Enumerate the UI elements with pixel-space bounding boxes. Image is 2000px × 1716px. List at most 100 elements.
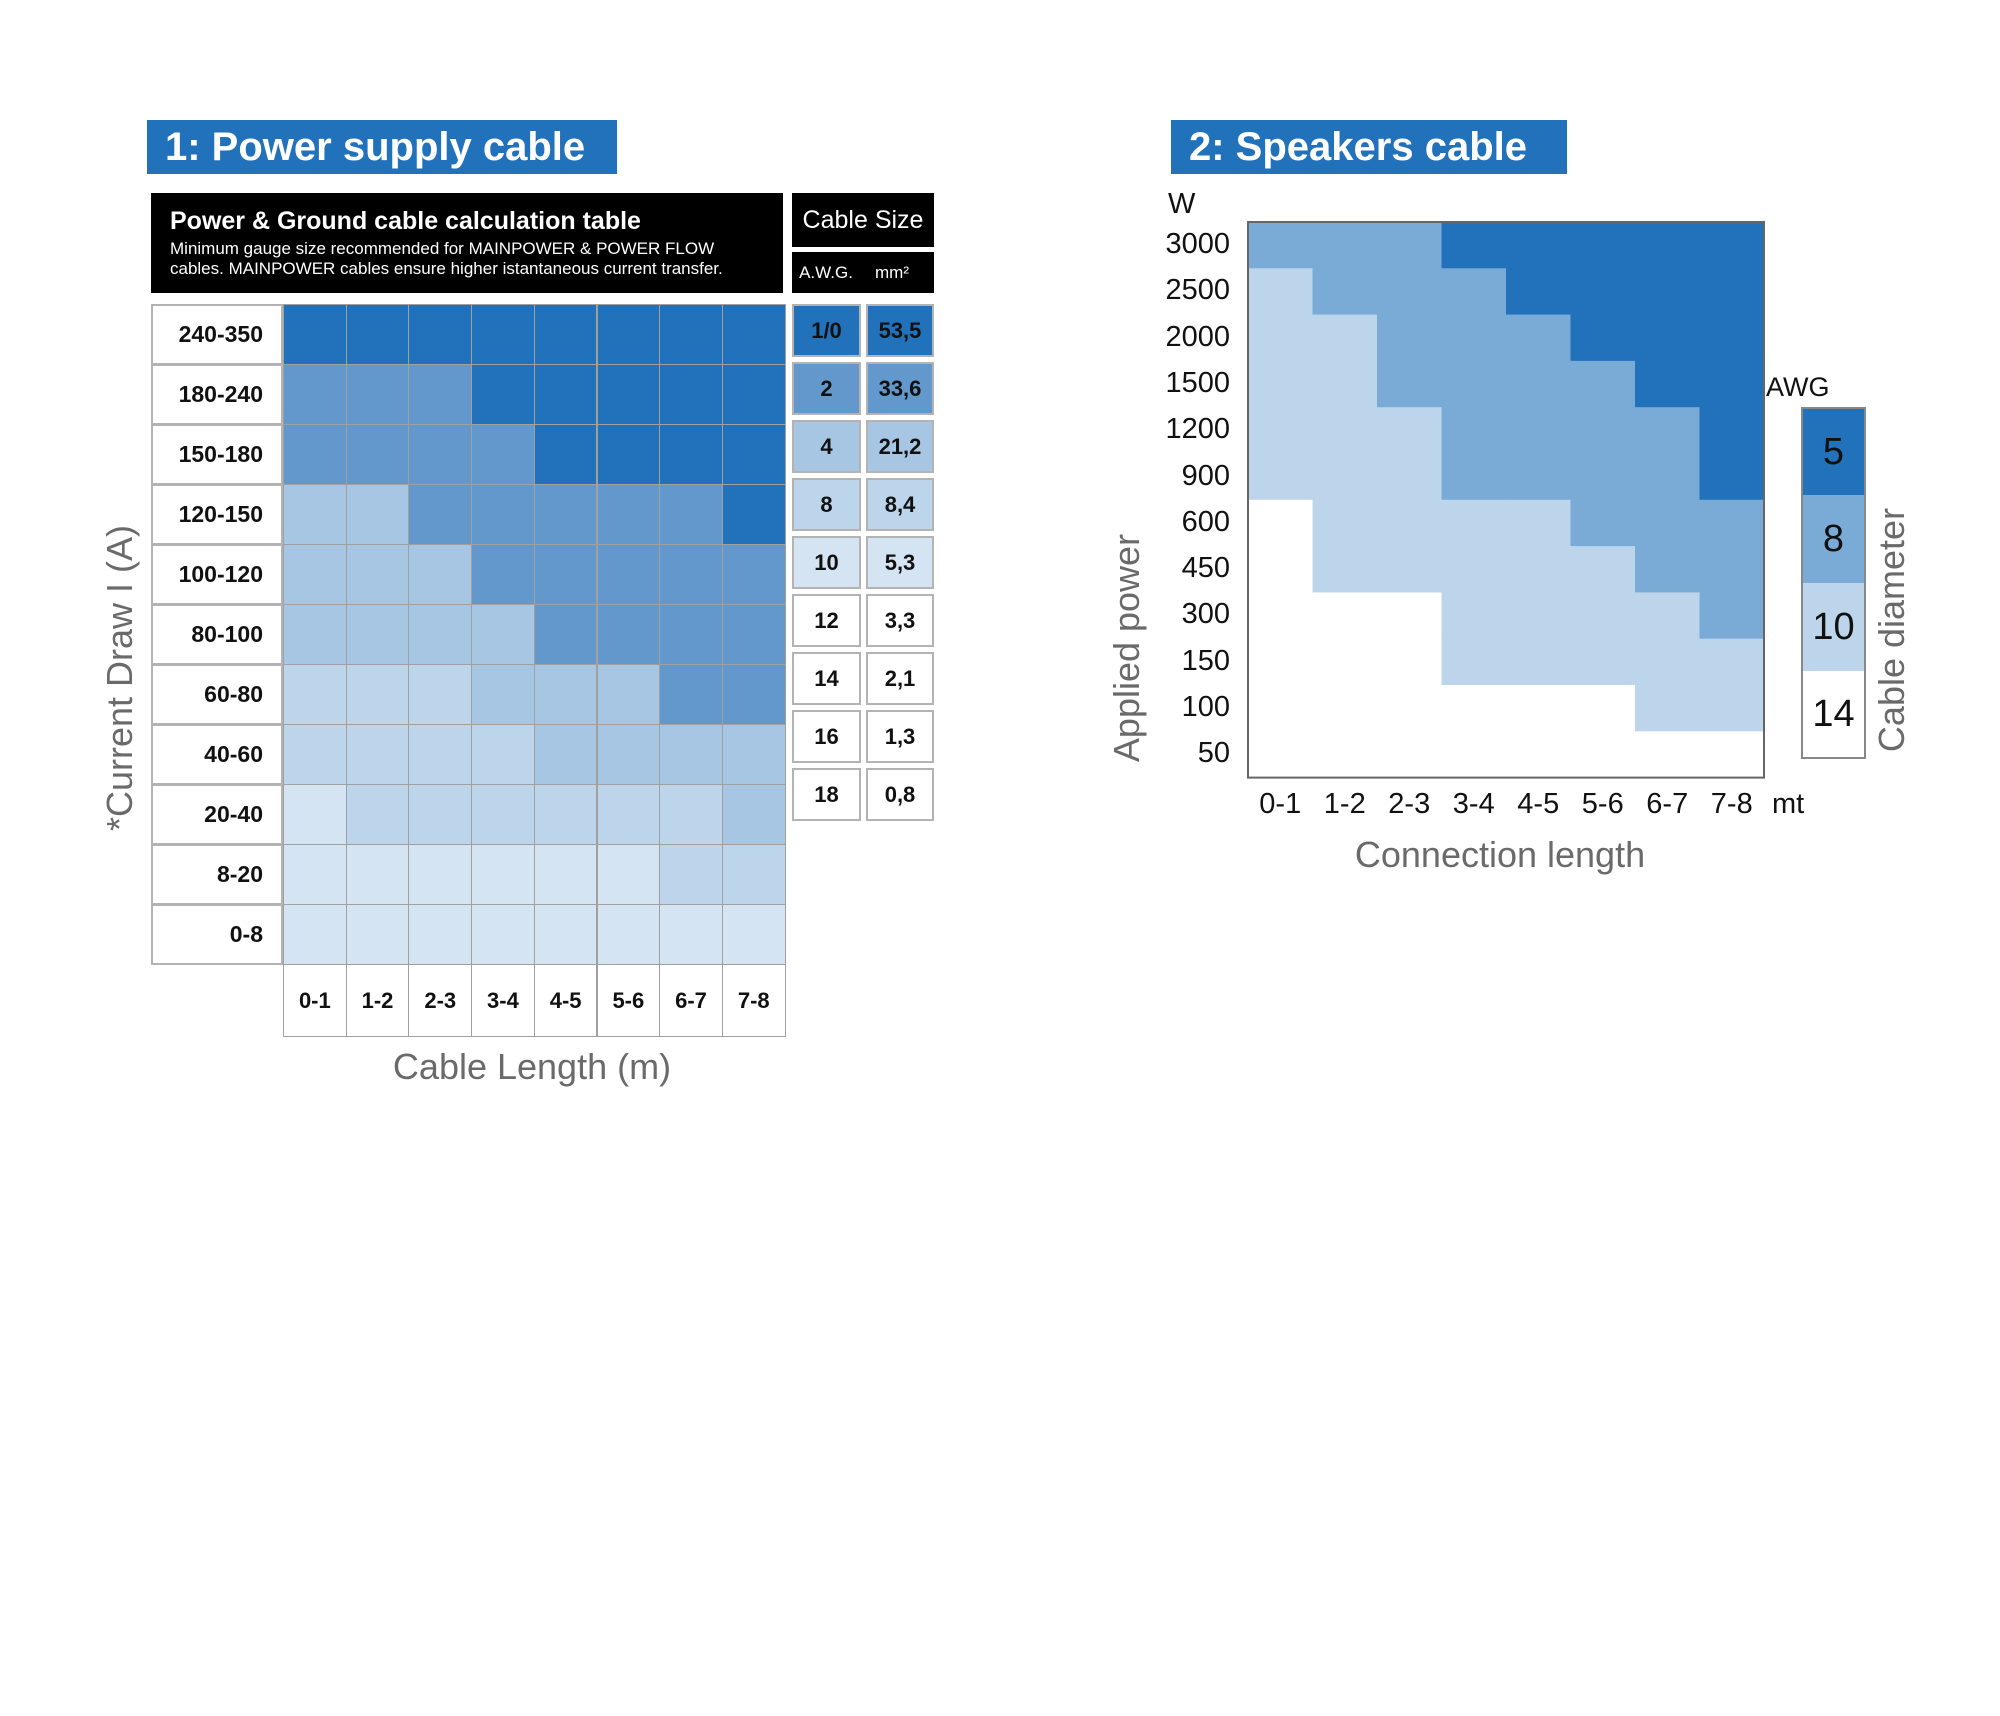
speakers-heatmap-cell (1441, 407, 1507, 455)
speakers-heatmap-cell (1699, 314, 1765, 362)
speakers-heatmap-cell (1506, 407, 1572, 455)
speakers-heatmap-cell (1312, 360, 1378, 408)
speakers-heatmap-cell (1570, 592, 1636, 640)
speakers-heatmap-cell (1441, 731, 1507, 779)
speakers-heatmap-cell (1377, 360, 1443, 408)
speakers-heatmap-cell (1312, 546, 1378, 593)
power-heatmap-cell (533, 304, 598, 365)
speakers-heatmap-cell (1506, 453, 1572, 501)
speakers-heatmap-cell (1248, 360, 1314, 408)
power-column-label: 2-3 (408, 964, 473, 1037)
speakers-y-tick: 1200 (1165, 413, 1230, 446)
speakers-heatmap-cell (1248, 685, 1314, 732)
power-heatmap-cell (721, 484, 786, 545)
power-row-label: 20-40 (151, 784, 283, 845)
cable-size-awg: 12 (792, 594, 861, 647)
power-heatmap-cell (471, 484, 535, 545)
power-row-label: 40-60 (151, 724, 283, 785)
speakers-heatmap-cell (1570, 222, 1636, 269)
power-heatmap-cell (345, 424, 410, 485)
power-heatmap-cell (721, 304, 786, 365)
speakers-heatmap-cell (1248, 638, 1314, 686)
speakers-heatmap-cell (1570, 314, 1636, 362)
speakers-heatmap-cell (1377, 453, 1443, 501)
power-heatmap-cell (283, 484, 347, 545)
speakers-heatmap-cell (1699, 268, 1765, 316)
speakers-y-tick: 150 (1181, 644, 1230, 677)
cable-size-mm2: 2,1 (866, 652, 934, 705)
power-heatmap-cell (533, 484, 598, 545)
speakers-heatmap-cell (1377, 592, 1443, 640)
speakers-heatmap-cell (1635, 592, 1701, 640)
power-heatmap-cell (596, 664, 661, 725)
power-heatmap-cell (721, 544, 786, 605)
speakers-heatmap-cell (1248, 314, 1314, 362)
speakers-y-tick: 3000 (1165, 228, 1230, 260)
speakers-heatmap-cell (1635, 222, 1701, 269)
power-row-label: 240-350 (151, 304, 283, 365)
speakers-heatmap-cell (1377, 685, 1443, 732)
awg-legend-swatch: 10 (1801, 583, 1866, 671)
speakers-y-tick: 450 (1181, 552, 1230, 585)
speakers-heatmap-cell (1312, 638, 1378, 686)
speakers-heatmap-cell (1441, 546, 1507, 593)
power-heatmap-cell (408, 784, 473, 845)
cable-size-mm2: 0,8 (866, 768, 934, 821)
speakers-heatmap-cell (1506, 592, 1572, 640)
power-heatmap-cell (471, 904, 535, 965)
power-heatmap-cell (283, 304, 347, 365)
power-heatmap-cell (408, 424, 473, 485)
power-table-header: Power & Ground cable calculation table M… (151, 193, 783, 293)
speakers-y-tick: 600 (1181, 505, 1230, 538)
speakers-heatmap-cell (1570, 685, 1636, 732)
power-heatmap-cell (283, 664, 347, 725)
speakers-heatmap-cell (1248, 731, 1314, 779)
speakers-heatmap-cell (1570, 546, 1636, 593)
speakers-heatmap-cell (1506, 499, 1572, 547)
speakers-heatmap-cell (1635, 731, 1701, 779)
speakers-x-tick: 3-4 (1452, 788, 1495, 820)
cable-size-mm2: 8,4 (866, 478, 934, 531)
speakers-heatmap-cell (1248, 222, 1314, 269)
speakers-heatmap-cell (1699, 407, 1765, 455)
cable-size-awg: 8 (792, 478, 861, 531)
cable-size-mm2: 3,3 (866, 594, 934, 647)
power-column-label: 3-4 (471, 964, 535, 1037)
cable-size-mm2: 33,6 (866, 362, 934, 415)
speakers-heatmap-cell (1506, 360, 1572, 408)
power-heatmap-cell (721, 904, 786, 965)
speakers-heatmap-cell (1570, 499, 1636, 547)
speakers-heatmap-cell (1635, 453, 1701, 501)
awg-legend-title: AWG (1766, 372, 1830, 402)
power-section-title: 1: Power supply cable (147, 120, 617, 174)
speakers-heatmap-cell (1699, 499, 1765, 547)
speakers-heatmap-cell (1377, 638, 1443, 686)
power-heatmap-cell (596, 724, 661, 785)
speakers-heatmap-cell (1441, 222, 1507, 269)
speakers-heatmap-cell (1699, 685, 1765, 732)
speakers-heatmap-cell (1699, 638, 1765, 686)
speakers-y-axis-label: Applied power (1106, 533, 1147, 763)
power-heatmap-cell (408, 604, 473, 665)
cable-size-awg: 2 (792, 362, 861, 415)
cable-size-mm2: 5,3 (866, 536, 934, 589)
awg-legend-swatch: 5 (1801, 407, 1866, 495)
speakers-y-tick: 50 (1197, 737, 1230, 770)
power-heatmap-cell (659, 424, 723, 485)
speakers-heatmap-cell (1248, 499, 1314, 547)
cable-size-awg-header: A.W.G. (792, 252, 860, 293)
power-row-label: 0-8 (151, 904, 283, 965)
cable-size-header: Cable Size (792, 193, 934, 247)
speakers-heatmap-cell (1699, 592, 1765, 640)
speakers-y-tick: 100 (1181, 691, 1230, 723)
power-heatmap-cell (596, 364, 661, 425)
power-column-label: 5-6 (596, 964, 661, 1037)
speakers-heatmap-cell (1312, 314, 1378, 362)
speakers-heatmap-cell (1570, 731, 1636, 779)
speakers-heatmap-cell (1699, 222, 1765, 269)
speakers-heatmap-cell (1377, 731, 1443, 779)
speakers-x-tick: 2-3 (1388, 788, 1431, 820)
cable-size-awg: 10 (792, 536, 861, 589)
power-heatmap-cell (533, 424, 598, 485)
